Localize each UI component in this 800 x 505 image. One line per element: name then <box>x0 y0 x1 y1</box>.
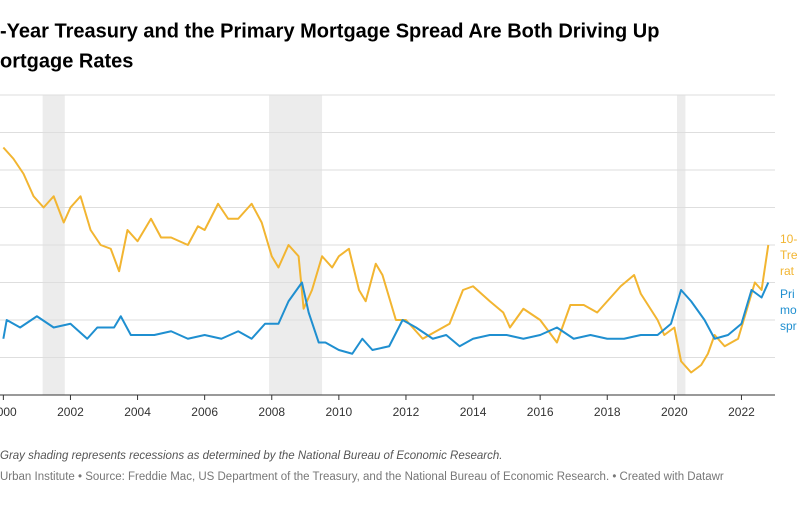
legend-label: rat <box>780 264 795 278</box>
x-tick-label: 2022 <box>728 405 755 419</box>
legend-label: Tre <box>780 248 798 262</box>
x-tick-label: 2016 <box>527 405 554 419</box>
x-tick-label: 2002 <box>57 405 84 419</box>
source: Urban Institute • Source: Freddie Mac, U… <box>0 471 724 483</box>
legend-label: Pri <box>780 287 795 301</box>
x-tick-label: 2014 <box>460 405 487 419</box>
x-tick-label: 2004 <box>124 405 151 419</box>
x-tick-label: 2018 <box>594 405 621 419</box>
x-tick-label: 2010 <box>326 405 353 419</box>
legend-label: 10- <box>780 232 797 246</box>
x-tick-label: 2020 <box>661 405 688 419</box>
note: Gray shading represents recessions as de… <box>0 450 502 462</box>
legend-label: spr <box>780 319 797 333</box>
chart-title: ortgage Rates <box>0 50 133 72</box>
series-line <box>2 146 770 374</box>
series-line <box>2 281 770 355</box>
x-tick-label: 2012 <box>393 405 420 419</box>
x-tick-label: 2008 <box>258 405 285 419</box>
chart-title: -Year Treasury and the Primary Mortgage … <box>0 20 659 42</box>
x-tick-label: 2000 <box>0 405 17 419</box>
x-tick-label: 2006 <box>191 405 218 419</box>
legend-label: mo <box>780 303 797 317</box>
